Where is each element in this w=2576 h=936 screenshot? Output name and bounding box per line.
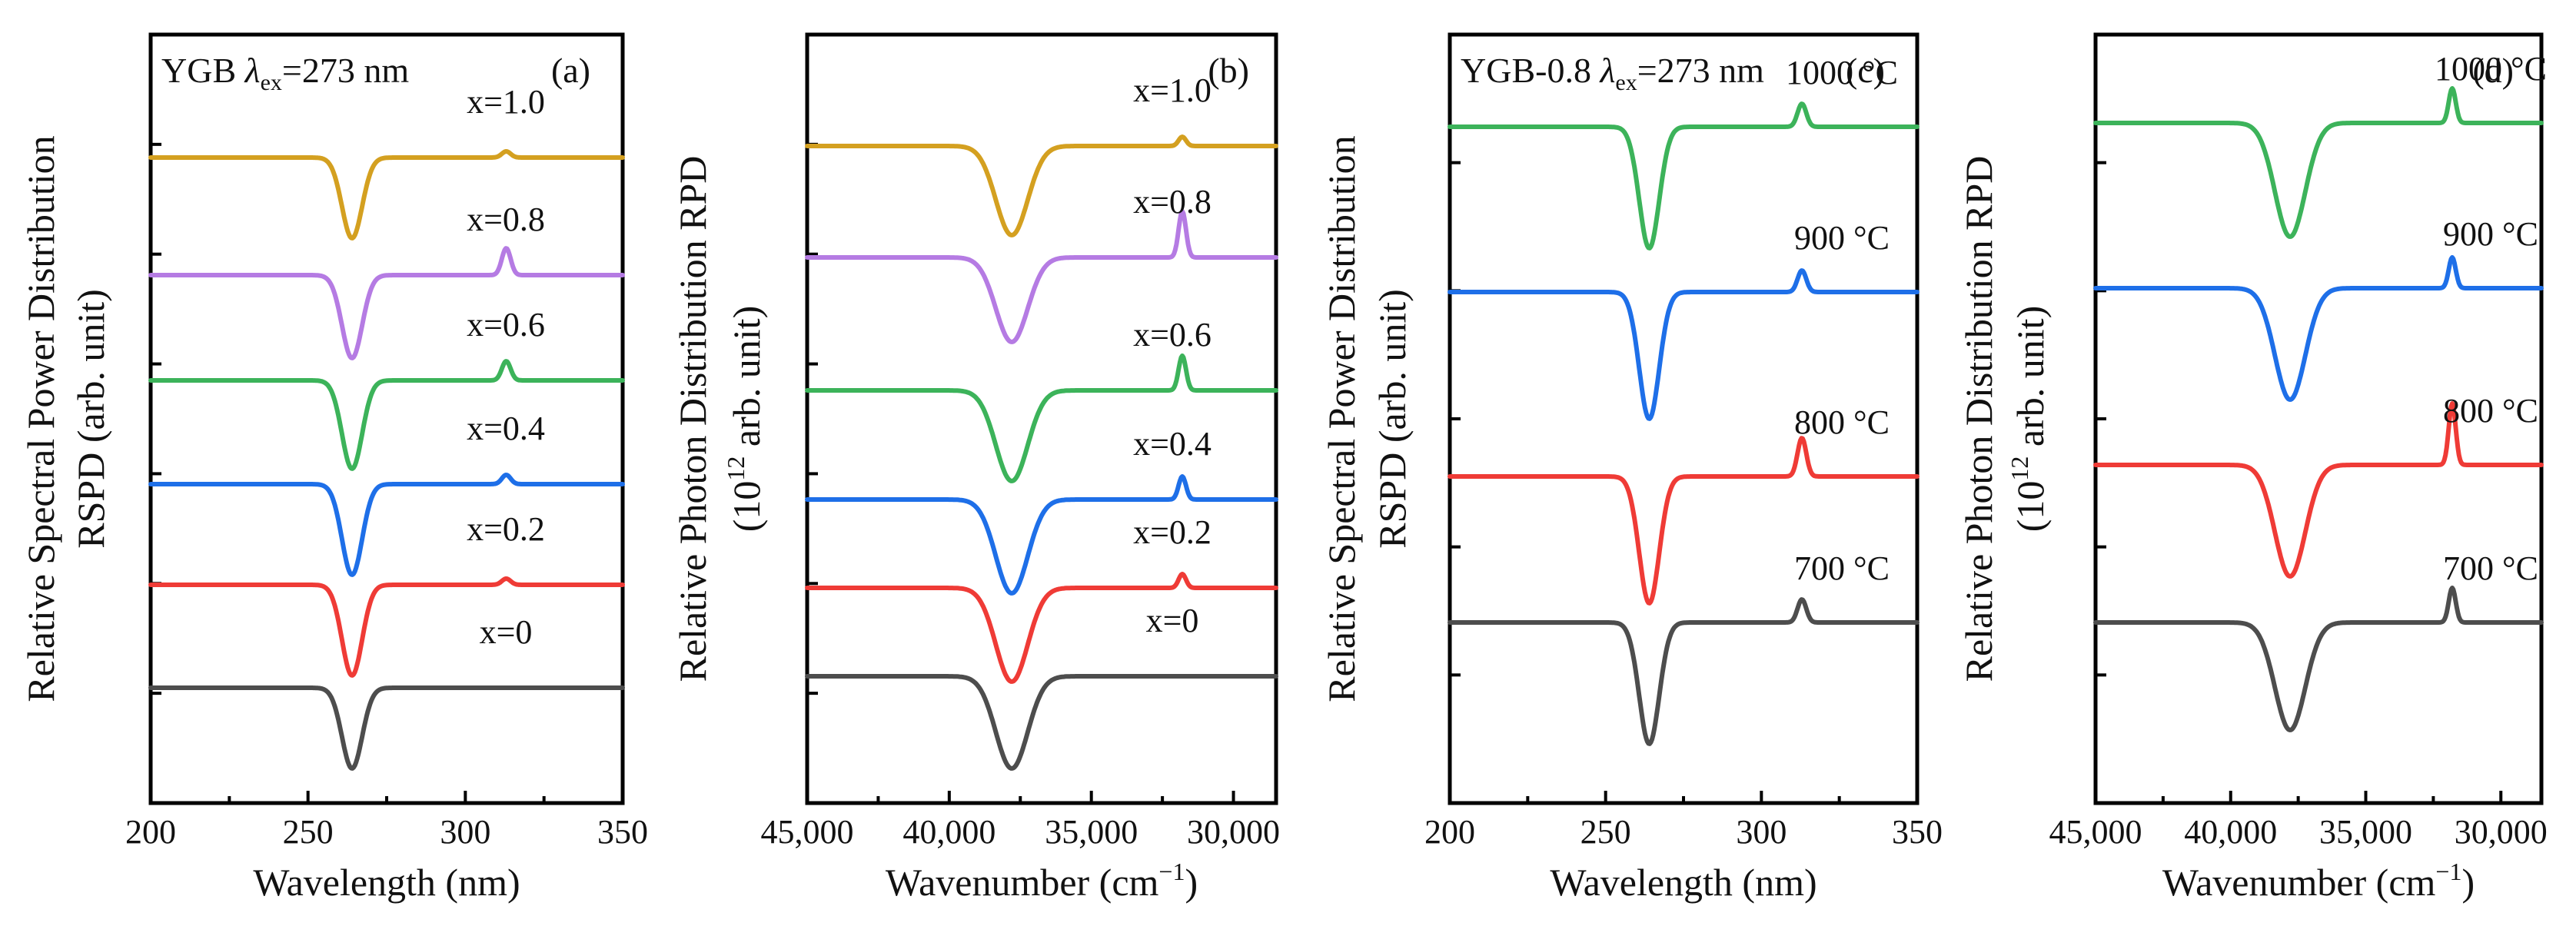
- x-tick-label: 40,000: [902, 813, 995, 851]
- y-axis-title-line2: RSPD (arb. unit): [69, 289, 112, 549]
- panel-a: 200 250 300 350 Wavelength (nm) Relative Spec…: [19, 32, 648, 904]
- series-line-x-0: [805, 674, 1278, 771]
- y-axis-title-line2: (1012 arb. unit): [2006, 306, 2052, 532]
- x-axis-title: Wavelength (nm): [1550, 861, 1816, 904]
- x-tick-label: 350: [597, 813, 648, 851]
- x-tick-label: 200: [1424, 813, 1475, 851]
- x-tick-label: 300: [1736, 813, 1787, 851]
- series-line-x-0: [148, 685, 625, 771]
- series-line-x-0.6: [805, 353, 1278, 483]
- x-tick-label: 300: [440, 813, 490, 851]
- x-tick-label: 35,000: [2319, 813, 2412, 851]
- series-label: x=0.2: [1133, 513, 1212, 551]
- series-line-900-C: [1448, 268, 1920, 421]
- x-axis-title: Wavenumber (cm−1): [886, 858, 1198, 904]
- x-tick-label: 40,000: [2184, 813, 2277, 851]
- series-line-x-0.2: [148, 576, 625, 678]
- series-line-1000-C: [1448, 101, 1920, 251]
- series-label: x=0.8: [1133, 183, 1212, 221]
- series-label: 900 °C: [2443, 215, 2538, 253]
- series-label: x=0.6: [1133, 316, 1212, 353]
- series-label: x=0.2: [467, 510, 545, 548]
- series-line-700-C: [2093, 586, 2544, 732]
- panel-tag: (c): [1846, 51, 1885, 90]
- series-label: 800 °C: [2443, 392, 2538, 430]
- series-label: x=0.4: [467, 410, 545, 447]
- x-tick-label: 30,000: [2455, 813, 2548, 851]
- panel-tag: (b): [1208, 51, 1249, 90]
- panel-b: 45,000 40,000 35,000 30,000 Wavenumber (cm−1…: [671, 32, 1280, 904]
- panel-tag: (a): [551, 51, 590, 90]
- y-axis-title-line1: Relative Photon Distribution RPD: [671, 156, 714, 682]
- x-tick-label: 30,000: [1187, 813, 1280, 851]
- panel-tag: (d): [2472, 51, 2514, 90]
- series-label: x=0.8: [467, 201, 545, 238]
- series-label: x=0: [480, 613, 533, 651]
- series-label: 1000 °C: [2435, 50, 2547, 88]
- x-tick-label: 45,000: [761, 813, 854, 851]
- series-line-1000-C: [2093, 86, 2544, 239]
- series-line-x-0.4: [805, 474, 1278, 596]
- x-tick-label: 350: [1892, 813, 1943, 851]
- series-line-900-C: [2093, 255, 2544, 402]
- y-axis-title-line1: Relative Photon Distribution RPD: [1957, 156, 2000, 682]
- series-label: x=1.0: [1133, 71, 1212, 109]
- series-label: 700 °C: [2443, 549, 2538, 587]
- series-label: 900 °C: [1794, 219, 1890, 257]
- series-label: x=0: [1146, 602, 1199, 639]
- series-line-x-1.0: [805, 134, 1278, 237]
- x-axis-title: Wavelength (nm): [253, 861, 520, 904]
- y-axis-title-line2: RSPD (arb. unit): [1371, 289, 1414, 549]
- x-tick-label: 250: [1581, 813, 1631, 851]
- series-line-800-C: [2093, 401, 2544, 579]
- excitation-header: YGB-0.8 λex=273 nm: [1461, 51, 1764, 95]
- series-label: 800 °C: [1794, 403, 1890, 441]
- x-tick-label: 250: [283, 813, 334, 851]
- series-label: 1000 °C: [1786, 54, 1898, 91]
- x-tick-label: 45,000: [2049, 813, 2142, 851]
- series-line-x-1.0: [148, 149, 625, 241]
- x-tick-label: 35,000: [1045, 813, 1138, 851]
- series-line-x-0.8: [805, 209, 1278, 344]
- excitation-header: YGB λex=273 nm: [161, 51, 409, 95]
- panel-d: 45,000 40,000 35,000 30,000 Wavenumber (cm−1…: [1957, 32, 2548, 904]
- series-line-x-0.8: [148, 246, 625, 360]
- y-axis-title-line2: (1012 arb. unit): [722, 306, 768, 532]
- series-line-800-C: [1448, 436, 1920, 606]
- y-axis-title-line1: Relative Spectral Power Distribution: [1320, 135, 1363, 702]
- series-line-700-C: [1448, 597, 1920, 746]
- series-label: x=1.0: [467, 83, 545, 121]
- plot-frame: [805, 32, 1278, 805]
- panel-c: 200 250 300 350 Wavelength (nm) Relative Spec…: [1320, 32, 1943, 904]
- series-label: 700 °C: [1794, 549, 1890, 587]
- series-line-x-0.4: [148, 473, 625, 577]
- series-label: x=0.6: [467, 306, 545, 344]
- x-axis-title: Wavenumber (cm−1): [2162, 858, 2475, 904]
- x-tick-label: 200: [125, 813, 176, 851]
- series-line-x-0.2: [805, 572, 1278, 684]
- series-line-x-0.6: [148, 359, 625, 471]
- series-label: x=0.4: [1133, 425, 1212, 463]
- y-axis-title-line1: Relative Spectral Power Distribution: [19, 135, 62, 702]
